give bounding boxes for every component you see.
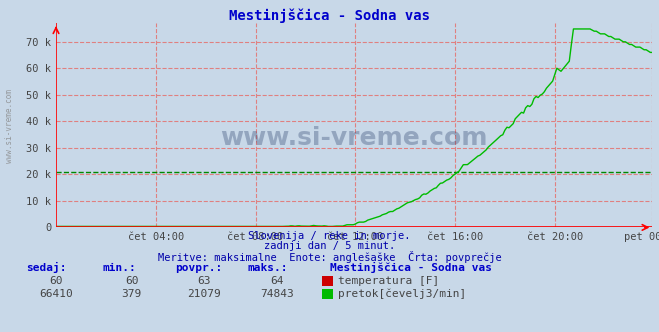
Text: 60: 60 [125,276,138,286]
Text: temperatura [F]: temperatura [F] [338,276,440,286]
Text: 74843: 74843 [260,289,294,299]
Text: maks.:: maks.: [247,263,287,273]
Text: Meritve: maksimalne  Enote: anglešaške  Črta: povprečje: Meritve: maksimalne Enote: anglešaške Čr… [158,251,501,263]
Text: sedaj:: sedaj: [26,262,67,273]
Text: Mestinjščica - Sodna vas: Mestinjščica - Sodna vas [229,8,430,23]
Text: 63: 63 [198,276,211,286]
Text: 64: 64 [270,276,283,286]
Text: zadnji dan / 5 minut.: zadnji dan / 5 minut. [264,241,395,251]
Text: povpr.:: povpr.: [175,263,222,273]
Text: 66410: 66410 [39,289,73,299]
Text: min.:: min.: [102,263,136,273]
Text: www.si-vreme.com: www.si-vreme.com [221,125,488,150]
Text: 379: 379 [122,289,142,299]
Text: 60: 60 [49,276,63,286]
Text: 21079: 21079 [187,289,221,299]
Text: Slovenija / reke in morje.: Slovenija / reke in morje. [248,231,411,241]
Text: Mestinjščica - Sodna vas: Mestinjščica - Sodna vas [330,262,492,273]
Text: pretok[čevelj3/min]: pretok[čevelj3/min] [338,289,467,299]
Text: www.si-vreme.com: www.si-vreme.com [5,89,14,163]
